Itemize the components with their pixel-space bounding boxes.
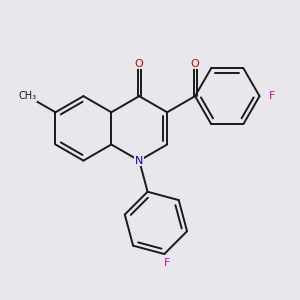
Text: N: N (135, 156, 143, 166)
Text: O: O (135, 59, 144, 69)
Text: F: F (269, 91, 276, 101)
Text: F: F (164, 258, 170, 268)
Text: CH₃: CH₃ (19, 91, 37, 101)
Text: O: O (191, 59, 200, 69)
